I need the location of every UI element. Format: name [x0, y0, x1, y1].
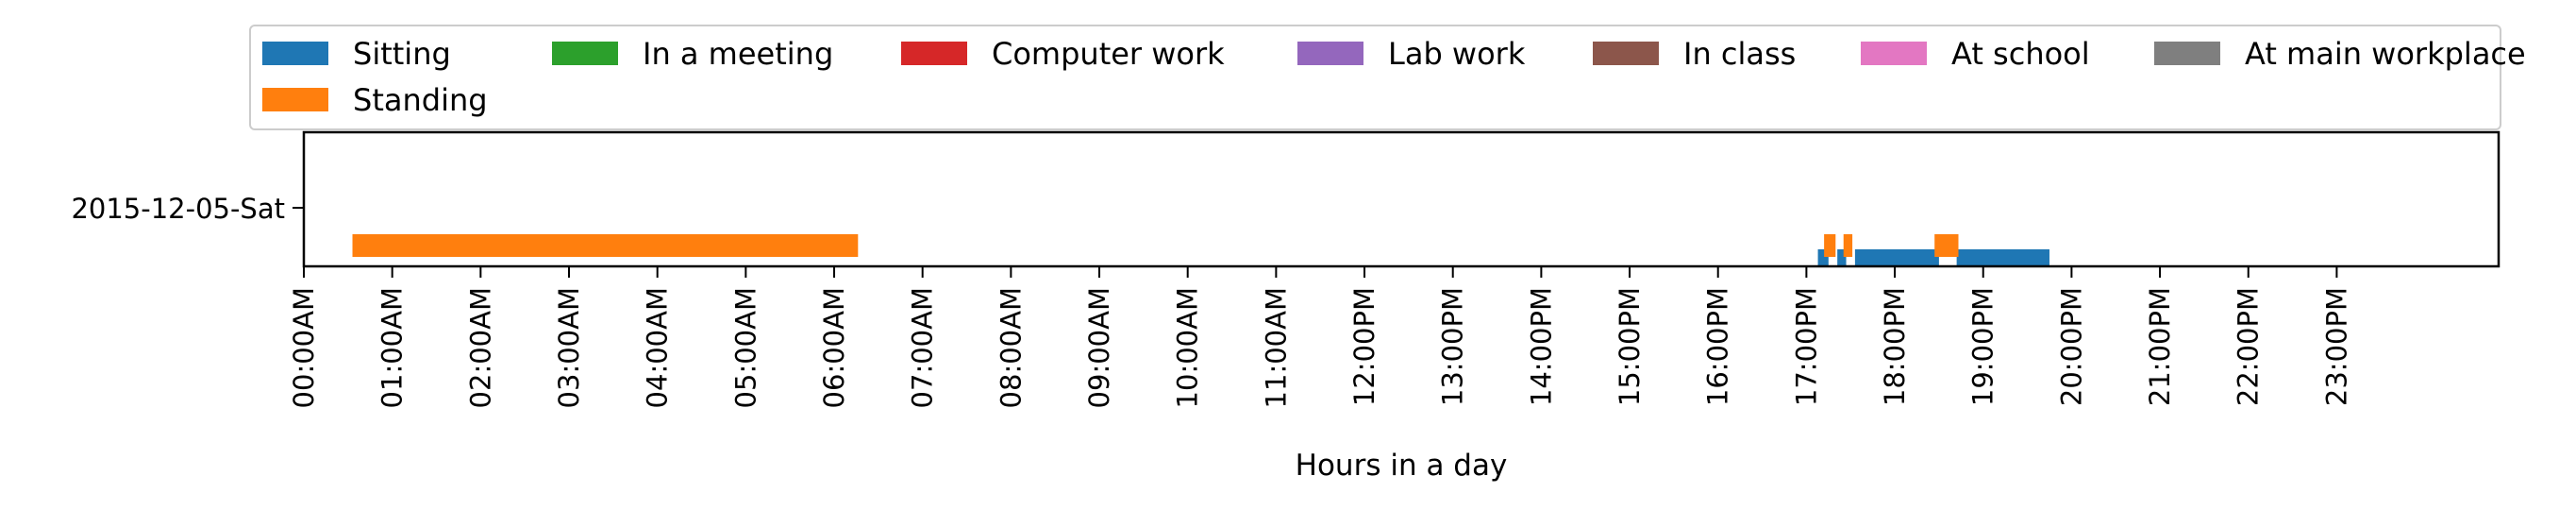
legend-swatch	[1861, 42, 1927, 65]
bar-sitting	[1837, 249, 1847, 265]
x-tick-label: 06:00AM	[818, 287, 850, 408]
x-tick-label: 14:00PM	[1525, 287, 1557, 406]
x-axis: 00:00AM 01:00AM 02:00AM 03:00AM 04:00AM 05:00…	[288, 266, 2352, 408]
y-tick-label: 2015-12-05-Sat	[71, 193, 285, 225]
x-tick-label: 11:00AM	[1260, 287, 1292, 408]
legend-entry-label: At main workplace	[2245, 36, 2526, 72]
bar-sitting	[1817, 249, 1829, 265]
x-tick-label: 15:00PM	[1614, 287, 1646, 406]
legend-swatch	[552, 42, 618, 65]
legend-swatch	[262, 88, 328, 111]
x-tick-label: 07:00AM	[907, 287, 939, 408]
x-tick-label: 09:00AM	[1083, 287, 1115, 408]
legend-entry-label: At school	[1951, 36, 2090, 72]
x-tick-label: 17:00PM	[1790, 287, 1822, 406]
legend-entry-label: In class	[1683, 36, 1796, 72]
legend: Sitting In a meeting Computer work Lab work…	[249, 25, 2526, 130]
legend-swatch	[1593, 42, 1659, 65]
x-tick-label: 02:00AM	[464, 287, 496, 408]
legend-entry-label: Computer work	[992, 36, 1225, 72]
x-tick-label: 22:00PM	[2233, 287, 2265, 406]
legend-entry-label: Lab work	[1388, 36, 1526, 72]
y-axis: 2015-12-05-Sat	[71, 193, 304, 225]
x-tick-label: 12:00PM	[1348, 287, 1380, 406]
legend-swatch	[901, 42, 967, 65]
legend-swatch	[1297, 42, 1363, 65]
activity-bars	[352, 234, 2049, 265]
legend-entry-label: In a meeting	[643, 36, 833, 72]
bar-sitting	[1854, 249, 1939, 265]
bar-standing	[1843, 234, 1853, 257]
x-tick-label: 23:00PM	[2320, 287, 2352, 406]
x-tick-label: 19:00PM	[1967, 287, 1999, 406]
x-tick-label: 01:00AM	[376, 287, 409, 408]
x-axis-label: Hours in a day	[1296, 449, 1508, 483]
x-tick-label: 21:00PM	[2144, 287, 2176, 406]
x-tick-label: 16:00PM	[1702, 287, 1734, 406]
x-tick-label: 18:00PM	[1879, 287, 1911, 406]
x-tick-label: 04:00AM	[642, 287, 674, 408]
bar-sitting	[1956, 249, 2049, 265]
x-tick-label: 08:00AM	[995, 287, 1027, 408]
x-tick-label: 00:00AM	[288, 287, 320, 408]
bar-standing	[1824, 234, 1836, 257]
x-tick-label: 03:00AM	[553, 287, 585, 408]
legend-swatch	[262, 42, 328, 65]
x-tick-label: 10:00AM	[1172, 287, 1204, 408]
x-tick-label: 20:00PM	[2055, 287, 2087, 406]
legend-swatch	[2154, 42, 2220, 65]
legend-frame	[249, 25, 2501, 130]
bar-standing	[352, 234, 859, 257]
bar-standing	[1934, 234, 1959, 257]
x-tick-label: 13:00PM	[1437, 287, 1469, 406]
legend-entry-label: Standing	[353, 82, 488, 118]
legend-entry-label: Sitting	[353, 36, 451, 72]
plot-frame	[302, 130, 2501, 268]
x-tick-label: 05:00AM	[729, 287, 761, 408]
